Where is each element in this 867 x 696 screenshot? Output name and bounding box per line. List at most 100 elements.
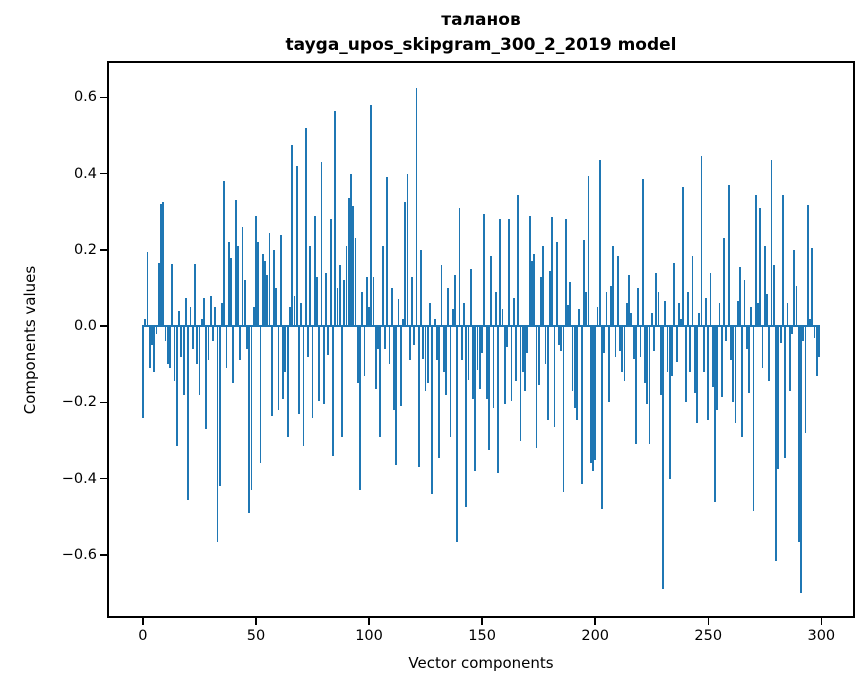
y-tick-label: 0.6: [73, 89, 97, 106]
bar: [677, 303, 680, 327]
y-tick-label: 0.4: [73, 165, 97, 182]
bar: [415, 87, 418, 327]
bar: [478, 326, 481, 390]
bar: [273, 249, 275, 327]
bar: [544, 326, 547, 365]
bar: [291, 145, 294, 327]
bar: [644, 326, 646, 384]
bar: [347, 198, 350, 327]
bar: [768, 326, 771, 382]
bar: [741, 326, 744, 437]
bar: [422, 326, 425, 359]
bar: [307, 326, 309, 357]
bar: [426, 326, 429, 384]
bar: [743, 280, 746, 327]
bar: [700, 156, 703, 327]
bar: [393, 326, 395, 411]
bar: [813, 326, 816, 338]
x-tick-label: 300: [807, 628, 836, 644]
bar: [465, 326, 468, 508]
bar: [585, 291, 588, 327]
bar: [146, 251, 149, 327]
bar: [639, 326, 642, 357]
bar: [573, 326, 576, 409]
bar: [257, 242, 260, 327]
bar: [341, 326, 343, 437]
bar: [370, 104, 373, 327]
bar: [501, 308, 504, 327]
bar: [650, 312, 653, 327]
bar: [802, 326, 805, 342]
bar: [806, 205, 809, 327]
bar: [447, 288, 450, 327]
bar: [318, 326, 321, 401]
bar: [399, 326, 402, 407]
bar: [259, 326, 262, 464]
bar: [381, 246, 384, 327]
bar: [160, 204, 162, 327]
bar: [225, 326, 228, 369]
bar: [662, 326, 664, 590]
bar: [795, 286, 798, 327]
bar: [250, 326, 253, 491]
bar: [411, 276, 413, 327]
bar: [497, 326, 499, 473]
bar: [503, 326, 506, 405]
bar: [551, 217, 554, 327]
bar: [630, 312, 633, 327]
bar: [666, 326, 669, 372]
bar: [144, 318, 147, 327]
bar: [354, 238, 357, 327]
bar: [295, 165, 298, 327]
bar: [469, 268, 472, 327]
bar: [736, 301, 739, 327]
bar: [205, 326, 208, 430]
x-tick-label: 100: [355, 628, 383, 644]
bar: [456, 326, 459, 542]
bar: [723, 238, 725, 327]
bar: [714, 326, 716, 502]
bar: [180, 326, 183, 357]
bar: [171, 263, 174, 327]
bar: [693, 326, 696, 393]
bar: [709, 272, 712, 327]
bar: [237, 246, 239, 327]
bar: [485, 326, 488, 399]
bar: [436, 326, 438, 361]
bar: [675, 326, 678, 363]
bar: [359, 326, 361, 491]
bar: [198, 326, 201, 395]
x-axis-label: Vector components: [408, 654, 554, 672]
bar: [221, 303, 223, 327]
bar: [601, 326, 603, 510]
bar: [334, 110, 337, 327]
bar: [673, 263, 676, 327]
bar: [653, 326, 655, 351]
bar: [555, 242, 558, 327]
bar: [438, 326, 441, 458]
y-tick-mark: [100, 172, 107, 175]
x-tick-mark: [142, 618, 144, 625]
bar: [499, 219, 502, 327]
bar: [711, 326, 714, 388]
bar: [203, 297, 205, 327]
bar: [157, 263, 160, 327]
bar: [440, 265, 443, 327]
bar: [811, 247, 814, 327]
bar: [648, 326, 651, 445]
y-tick-mark: [100, 477, 107, 480]
bar: [246, 326, 248, 350]
bar: [474, 326, 477, 472]
bar: [248, 326, 251, 514]
bar: [506, 326, 508, 348]
bar: [508, 219, 511, 327]
bar: [607, 326, 610, 403]
bar: [239, 326, 242, 361]
bar: [605, 291, 608, 327]
bar: [696, 326, 698, 424]
bar: [569, 282, 572, 327]
bar: [298, 326, 300, 414]
bar: [494, 291, 497, 327]
bar: [587, 175, 590, 327]
